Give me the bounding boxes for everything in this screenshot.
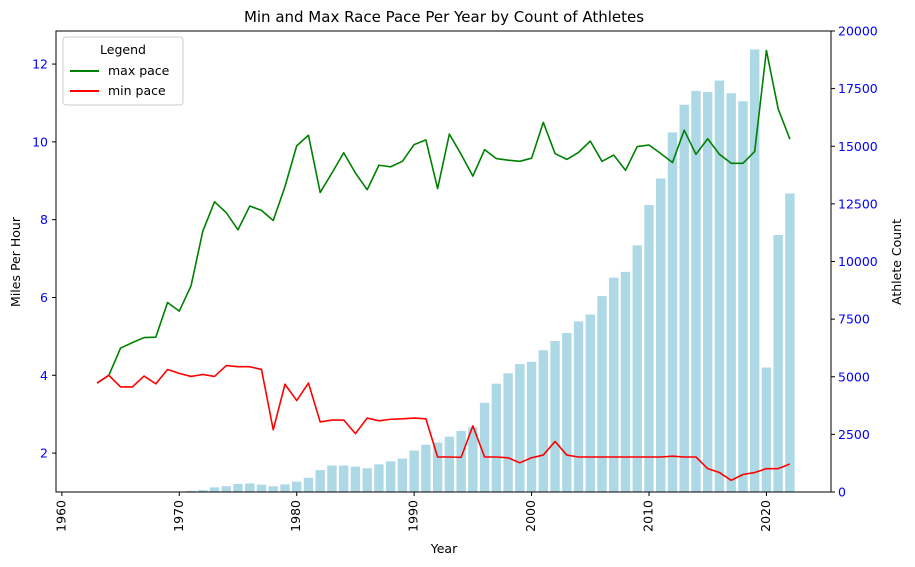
bar-1973 — [209, 487, 220, 492]
bar-2016 — [714, 80, 725, 492]
bar-2014 — [691, 90, 701, 493]
bar-1980 — [292, 481, 302, 492]
bar-1992 — [432, 442, 443, 492]
y-right-tick-label-5000: 5000 — [838, 369, 870, 384]
bar-1987 — [374, 464, 384, 492]
bar-2012 — [667, 132, 678, 493]
y-right-tick-label-12500: 12500 — [838, 196, 878, 211]
bar-2022 — [785, 193, 795, 492]
bar-2015 — [703, 92, 713, 492]
y-left-tick-label-8: 8 — [40, 212, 48, 227]
bar-2018 — [738, 101, 748, 493]
bar-2004 — [573, 321, 584, 492]
bar-1994 — [456, 430, 466, 492]
bar-1990 — [409, 450, 419, 492]
bar-2000 — [526, 361, 537, 492]
bar-2019 — [749, 49, 760, 492]
y-right-tick-label-7500: 7500 — [838, 312, 870, 327]
x-tick-label-1980: 1980 — [288, 500, 303, 532]
bar-1974 — [221, 486, 231, 492]
x-tick-label-1990: 1990 — [406, 500, 421, 532]
bar-1975 — [233, 483, 243, 492]
y-left-tick-label-12: 12 — [32, 57, 48, 72]
bar-1976 — [245, 483, 255, 492]
bar-1978 — [268, 486, 278, 492]
y-left-tick-label-2: 2 — [40, 446, 48, 461]
bar-2017 — [726, 93, 736, 493]
y-right-tick-label-2500: 2500 — [838, 427, 870, 442]
bar-2011 — [656, 178, 666, 492]
bar-1984 — [338, 465, 349, 492]
bar-1983 — [327, 465, 337, 492]
bar-2001 — [538, 350, 548, 492]
bar-1993 — [444, 436, 455, 492]
legend-label-min-pace: min pace — [108, 83, 166, 98]
bars-layer — [92, 49, 795, 493]
bar-2010 — [644, 205, 654, 492]
bar-1997 — [491, 383, 502, 492]
y-right-tick-label-15000: 15000 — [838, 139, 878, 154]
bar-1991 — [421, 444, 431, 492]
bar-1995 — [468, 427, 478, 492]
y-left-tick-label-6: 6 — [40, 290, 48, 305]
axes-layer: 1960 1970 1980 1990 2000 2010 2020 2 4 6 8 10 12 0 250… — [32, 24, 878, 532]
bar-2003 — [562, 332, 572, 492]
x-axis-title: Year — [430, 541, 458, 556]
series-line-max-pace — [96, 49, 791, 384]
y-right-tick-label-0: 0 — [838, 485, 846, 500]
bar-1998 — [503, 373, 513, 492]
bar-1971 — [186, 490, 196, 492]
bar-1999 — [515, 364, 525, 492]
bar-2009 — [632, 245, 642, 492]
bar-1977 — [256, 484, 267, 492]
bar-1988 — [385, 461, 396, 492]
y-right-tick-label-20000: 20000 — [838, 24, 878, 39]
bar-2002 — [550, 341, 560, 492]
bar-2020 — [761, 367, 772, 492]
lines-layer — [96, 49, 791, 482]
x-tick-label-2000: 2000 — [523, 500, 538, 532]
y-left-tick-label-4: 4 — [40, 368, 48, 383]
bar-1996 — [479, 402, 490, 492]
bar-1972 — [198, 490, 208, 492]
bar-1986 — [362, 468, 372, 492]
y-right-tick-label-10000: 10000 — [838, 254, 878, 269]
chart-title: Min and Max Race Pace Per Year by Count … — [244, 8, 644, 26]
bar-2008 — [620, 271, 631, 492]
legend-frame — [62, 36, 184, 106]
y-right-tick-label-17500: 17500 — [838, 81, 878, 96]
bar-1985 — [350, 466, 361, 492]
x-tick-label-1970: 1970 — [171, 500, 186, 532]
legend: Legend max pace min pace — [62, 36, 184, 106]
bar-1979 — [280, 484, 290, 492]
bar-2021 — [773, 234, 783, 493]
x-tick-label-1960: 1960 — [53, 500, 68, 532]
y-left-axis-title: Miles Per Hour — [8, 216, 23, 307]
bar-2006 — [597, 296, 607, 492]
bar-2007 — [609, 277, 619, 492]
series-line-min-pace — [96, 364, 791, 482]
legend-label-max-pace: max pace — [108, 63, 170, 78]
bar-1989 — [397, 458, 408, 492]
y-right-axis-title: Athlete Count — [889, 219, 904, 305]
bar-1981 — [303, 477, 314, 492]
x-tick-label-2010: 2010 — [640, 500, 655, 532]
y-left-tick-label-10: 10 — [32, 134, 48, 149]
bar-2013 — [679, 104, 689, 492]
bar-2005 — [585, 314, 595, 492]
legend-title: Legend — [100, 42, 146, 57]
bar-1982 — [315, 470, 325, 492]
x-tick-label-2020: 2020 — [758, 500, 773, 532]
